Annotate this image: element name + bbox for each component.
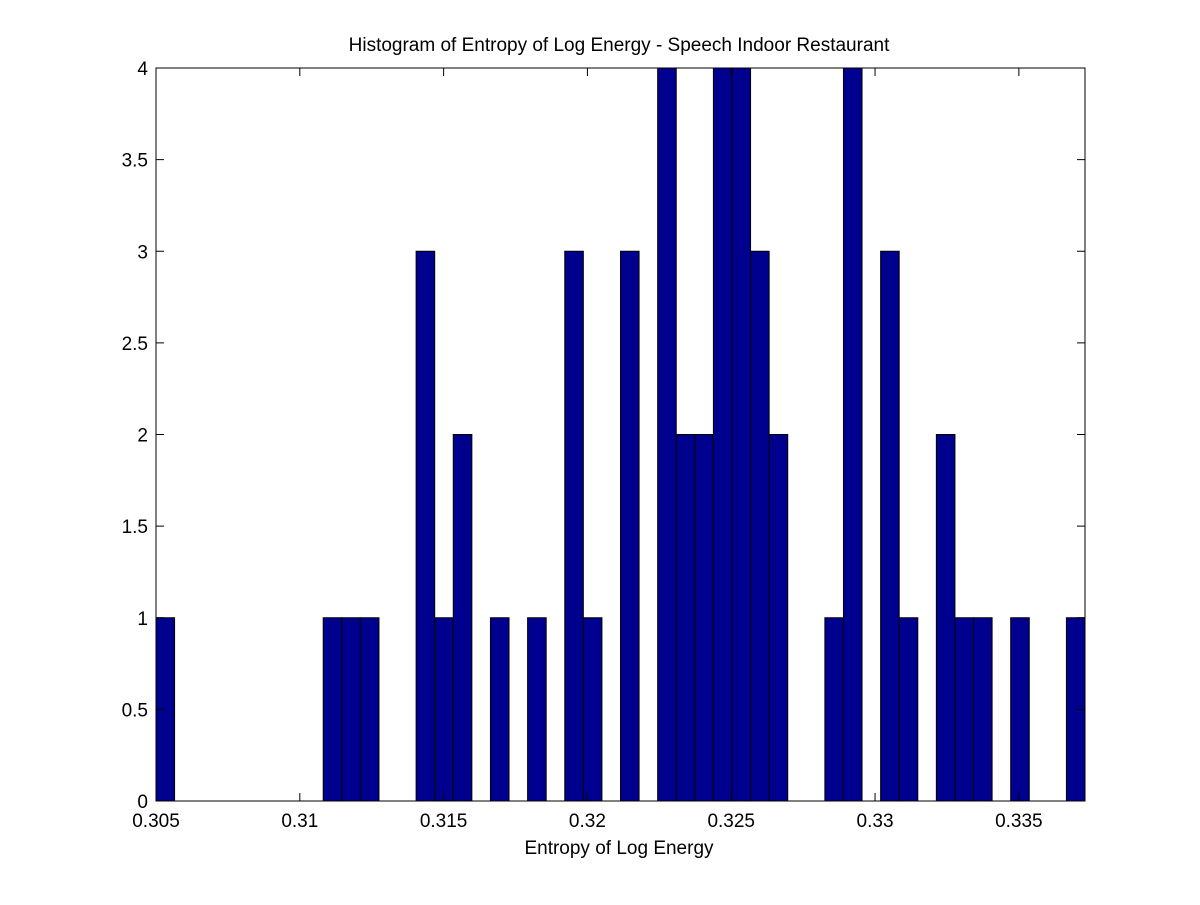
- histogram-bar: [880, 250, 900, 802]
- histogram-bar: [824, 617, 844, 802]
- histogram-bar: [768, 434, 789, 802]
- y-tick-label: 2.5: [122, 334, 148, 355]
- histogram-bar: [657, 67, 677, 802]
- x-tick-label: 0.31: [281, 811, 318, 832]
- y-tick-label: 4: [137, 59, 148, 80]
- histogram-bar: [898, 617, 919, 802]
- x-tick-label: 0.33: [857, 811, 894, 832]
- x-tick-label: 0.32: [569, 811, 606, 832]
- histogram-bar: [620, 250, 640, 802]
- histogram-bar: [694, 434, 714, 802]
- histogram-bar: [712, 67, 733, 802]
- x-axis-label: Entropy of Log Energy: [524, 838, 714, 859]
- histogram-bar: [1010, 617, 1030, 802]
- x-tick-label: 0.315: [420, 811, 468, 832]
- histogram-bar: [954, 617, 975, 802]
- y-tick-label: 0.5: [122, 700, 148, 721]
- histogram-bar: [582, 617, 603, 802]
- histogram-bar: [973, 617, 993, 802]
- y-tick-label: 2: [137, 426, 148, 447]
- histogram-bar: [452, 434, 473, 802]
- x-tick-label: 0.335: [995, 811, 1043, 832]
- histogram-bar: [434, 617, 454, 802]
- y-tick-label: 3.5: [122, 151, 148, 172]
- x-axis-ticks: 0.305 0.31 0.315 0.32 0.325 0.33 0.335: [132, 68, 1043, 832]
- histogram-bar: [341, 617, 361, 802]
- histogram-bars: [155, 67, 1086, 802]
- histogram-bar: [415, 250, 436, 802]
- y-tick-label: 3: [137, 242, 148, 263]
- y-tick-label: 1.5: [122, 517, 148, 538]
- chart-title: Histogram of Entropy of Log Energy - Spe…: [349, 35, 890, 56]
- y-tick-label: 1: [137, 609, 148, 630]
- histogram-bar: [675, 434, 696, 802]
- y-axis-ticks: 0 0.5 1 1.5 2 2.5 3 3.5 4: [122, 59, 1085, 813]
- histogram-bar: [731, 67, 752, 802]
- histogram-bar: [359, 617, 380, 802]
- histogram-bar: [750, 250, 770, 802]
- x-tick-label: 0.325: [707, 811, 755, 832]
- histogram-bar: [527, 617, 547, 802]
- histogram-bar: [842, 67, 863, 802]
- histogram-bar: [564, 250, 584, 802]
- histogram-bar: [935, 434, 956, 802]
- y-tick-label: 0: [137, 792, 148, 813]
- histogram-bar: [489, 617, 510, 802]
- x-tick-label: 0.305: [132, 811, 180, 832]
- histogram-bar: [322, 617, 343, 802]
